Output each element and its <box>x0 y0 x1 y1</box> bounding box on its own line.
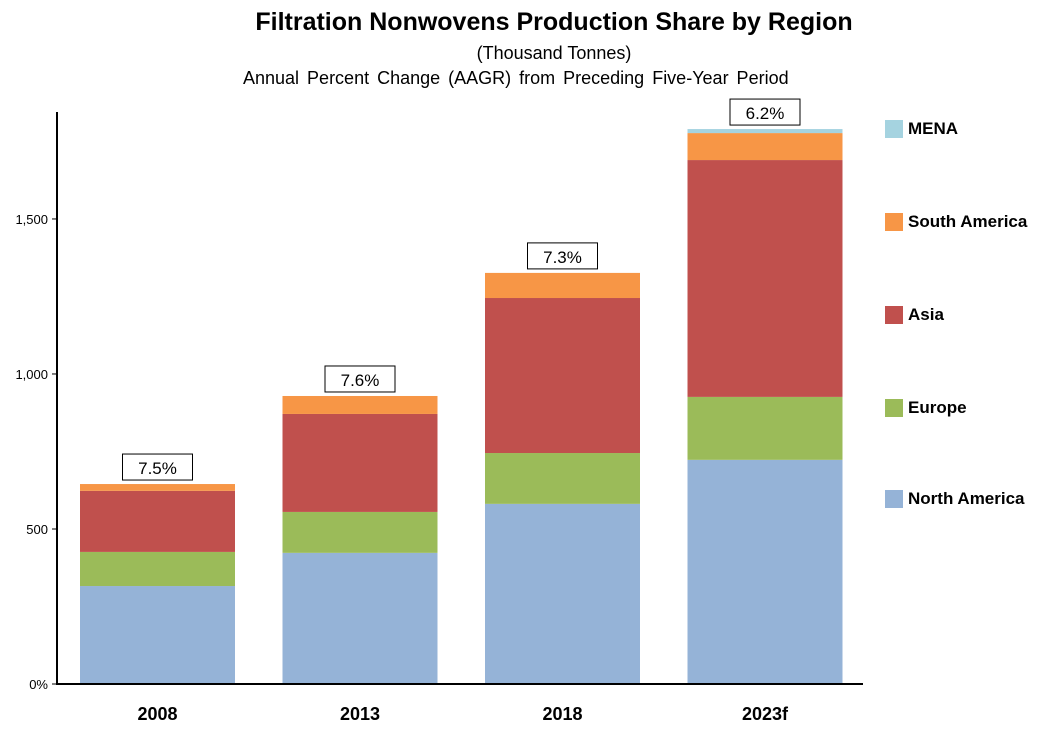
y-tick-label: 0% <box>29 677 48 692</box>
legend-label: North America <box>908 489 1025 508</box>
y-tick-label: 500 <box>26 522 48 537</box>
legend-label: Asia <box>908 305 944 324</box>
chart-subtitle-2: Annual Percent Change (AAGR) from Preced… <box>243 68 789 88</box>
bar-segment-south-america <box>485 272 640 299</box>
bar-segment-asia <box>282 413 438 512</box>
x-tick-label: 2008 <box>137 704 177 724</box>
bar-segment-europe <box>687 396 843 460</box>
annotation-label: 7.6% <box>341 371 380 390</box>
bar-segment-asia <box>687 160 843 397</box>
legend-label: Europe <box>908 398 967 417</box>
bar-segment-south-america <box>282 395 438 414</box>
x-tick-label: 2023f <box>742 704 789 724</box>
y-tick-label: 1,500 <box>15 212 48 227</box>
bar-segment-europe <box>282 511 438 553</box>
bar-segment-south-america <box>80 484 235 491</box>
annotation-box <box>729 98 801 126</box>
chart-title: Filtration Nonwovens Production Share by… <box>255 8 853 36</box>
bar-segment-south-america <box>687 133 843 161</box>
chart-subtitle: (Thousand Tonnes) <box>476 43 632 63</box>
bar-segment-north-america <box>282 552 438 684</box>
legend-swatch <box>885 399 903 417</box>
annotation-box <box>122 453 193 481</box>
annotation-label: 6.2% <box>746 104 785 123</box>
legend-item: Asia <box>885 305 944 325</box>
legend-swatch <box>885 120 903 138</box>
legend-swatch <box>885 306 903 324</box>
bar-segment-north-america <box>485 503 640 684</box>
annotation-label: 7.3% <box>543 248 582 267</box>
legend-swatch <box>885 213 903 231</box>
annotation-box <box>527 242 598 270</box>
x-tick-label: 2018 <box>542 704 582 724</box>
legend-label: MENA <box>908 119 959 138</box>
legend-item: South America <box>885 212 1027 232</box>
bar-segment-europe <box>485 453 640 504</box>
bar-segment-mena <box>687 129 843 134</box>
x-tick-label: 2013 <box>340 704 380 724</box>
y-tick-label: 1,000 <box>15 367 48 382</box>
legend-swatch <box>885 490 903 508</box>
annotation-label: 7.5% <box>138 459 177 478</box>
annotation-box <box>324 365 396 393</box>
bar-segment-asia <box>80 490 235 552</box>
legend-label: South America <box>908 212 1028 231</box>
bar-segment-north-america <box>80 586 235 684</box>
legend-item: MENA <box>885 119 958 139</box>
bar-segment-europe <box>80 551 235 587</box>
legend-item: Europe <box>885 398 967 418</box>
bar-segment-north-america <box>687 459 843 684</box>
legend-item: North America <box>885 489 1025 509</box>
bar-segment-asia <box>485 298 640 454</box>
